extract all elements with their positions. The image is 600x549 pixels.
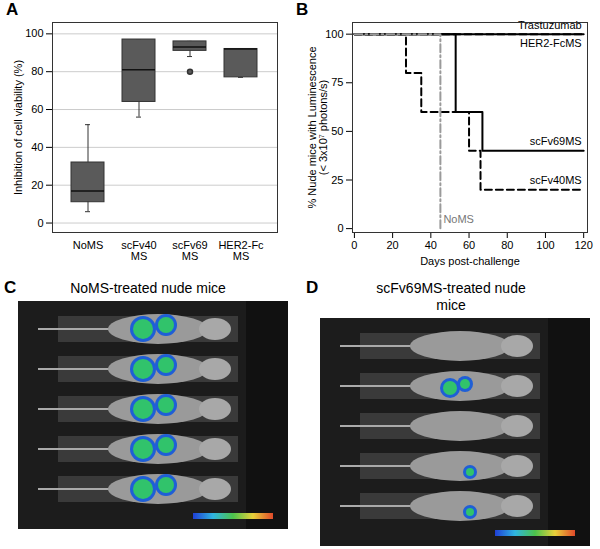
svg-text:NoMS: NoMS	[73, 239, 104, 251]
svg-text:80: 80	[31, 65, 43, 77]
svg-text:scFv40MS: scFv40MS	[530, 174, 582, 186]
svg-text:Inhibition of cell viability (: Inhibition of cell viability (%)	[12, 60, 24, 195]
svg-text:20: 20	[31, 179, 43, 191]
svg-text:100: 100	[25, 27, 43, 39]
svg-text:% Nude mice with Luminescence(: % Nude mice with Luminescence(< 3x10⁷ ph…	[306, 46, 329, 208]
svg-text:0: 0	[37, 217, 43, 229]
svg-text:0: 0	[337, 222, 343, 234]
html-text:D: D	[306, 278, 319, 297]
svg-text:100: 100	[325, 28, 343, 40]
svg-text:scFv40MS: scFv40MS	[121, 239, 156, 262]
svg-text:scFv69MS: scFv69MS	[172, 239, 207, 262]
html-text:scFv69MS-treated nude mice: scFv69MS-treated nude mice	[376, 280, 526, 313]
svg-text:75: 75	[331, 76, 343, 88]
svg-text:Trastuzumab: Trastuzumab	[518, 19, 582, 31]
svg-text:HER2-FcMS: HER2-FcMS	[520, 37, 582, 49]
svg-text:25: 25	[331, 174, 343, 186]
svg-text:40: 40	[31, 141, 43, 153]
svg-text:Days post-challenge: Days post-challenge	[420, 255, 520, 267]
svg-text:80: 80	[501, 239, 513, 251]
svg-text:100: 100	[536, 239, 554, 251]
svg-text:120: 120	[574, 239, 592, 251]
svg-text:scFv69MS: scFv69MS	[530, 135, 582, 147]
svg-text:60: 60	[463, 239, 475, 251]
svg-text:50: 50	[331, 125, 343, 137]
svg-text:NoMS: NoMS	[443, 213, 474, 225]
html-text:C: C	[4, 278, 17, 297]
svg-text:HER2-FcMS: HER2-FcMS	[218, 239, 264, 262]
html-text:B: B	[296, 0, 309, 19]
html-text:NoMS-treated nude mice: NoMS-treated nude mice	[70, 280, 226, 296]
svg-text:0: 0	[351, 239, 357, 251]
html-text:A: A	[6, 0, 19, 19]
svg-text:60: 60	[31, 103, 43, 115]
svg-text:20: 20	[386, 239, 398, 251]
svg-text:40: 40	[425, 239, 437, 251]
